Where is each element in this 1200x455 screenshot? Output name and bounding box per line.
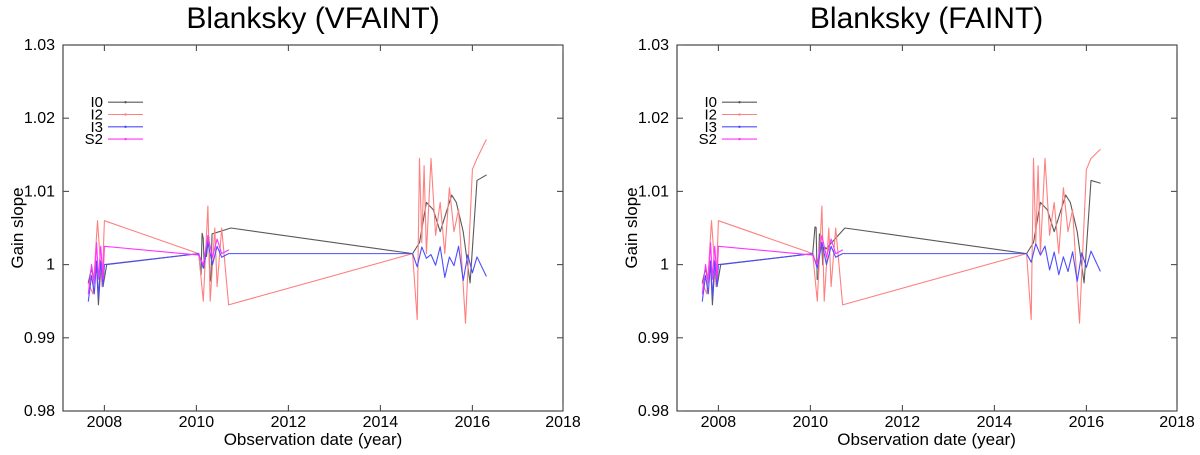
- svg-text:1: 1: [660, 257, 669, 274]
- svg-text:0.99: 0.99: [24, 330, 55, 347]
- svg-text:2018: 2018: [545, 414, 581, 431]
- svg-text:2014: 2014: [976, 414, 1012, 431]
- svg-text:0.98: 0.98: [637, 403, 668, 420]
- svg-text:2010: 2010: [179, 414, 215, 431]
- svg-text:1.01: 1.01: [637, 183, 668, 200]
- svg-text:2012: 2012: [271, 414, 307, 431]
- svg-text:2014: 2014: [363, 414, 399, 431]
- svg-text:2016: 2016: [1068, 414, 1104, 431]
- svg-text:2010: 2010: [792, 414, 828, 431]
- svg-text:1.03: 1.03: [24, 37, 55, 54]
- svg-text:S2: S2: [698, 131, 716, 148]
- svg-text:1.02: 1.02: [24, 110, 55, 127]
- svg-text:0.99: 0.99: [637, 330, 668, 347]
- svg-text:1: 1: [46, 257, 55, 274]
- svg-text:2012: 2012: [884, 414, 920, 431]
- svg-text:0.98: 0.98: [24, 403, 55, 420]
- svg-text:1.03: 1.03: [637, 37, 668, 54]
- svg-text:1.02: 1.02: [637, 110, 668, 127]
- svg-text:2018: 2018: [1159, 414, 1195, 431]
- svg-text:2008: 2008: [700, 414, 736, 431]
- svg-text:1.01: 1.01: [24, 183, 55, 200]
- svg-text:2016: 2016: [455, 414, 491, 431]
- svg-text:2008: 2008: [87, 414, 123, 431]
- svg-text:S2: S2: [85, 131, 103, 148]
